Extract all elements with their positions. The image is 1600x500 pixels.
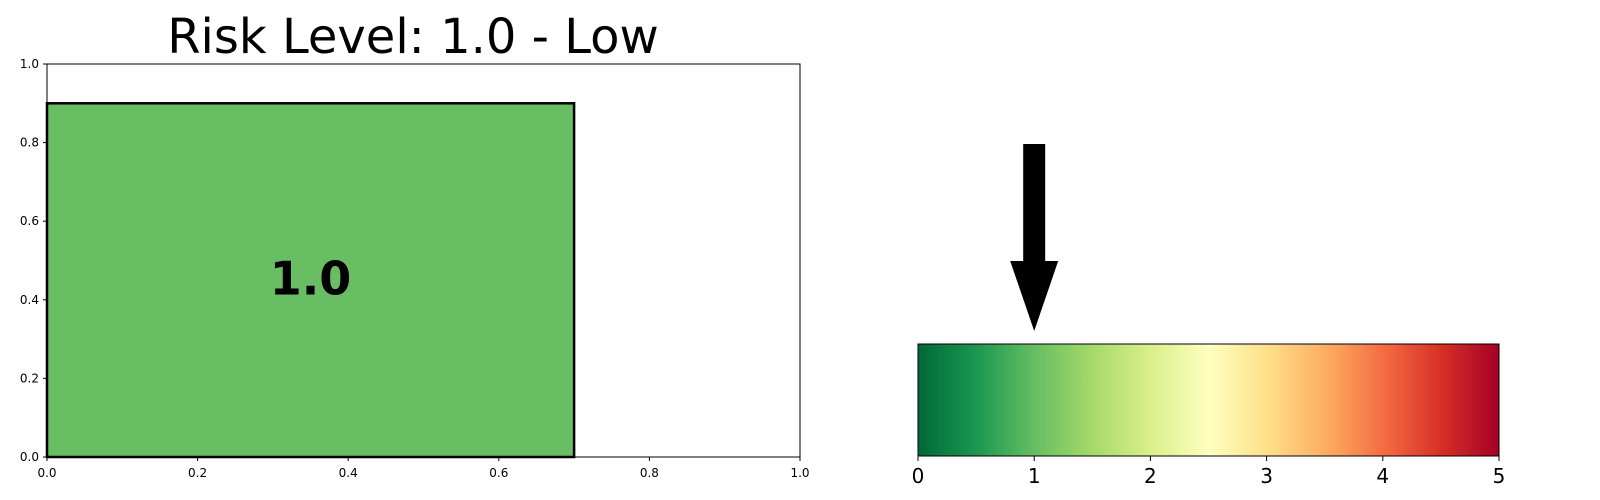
colorbar-tick-label: 4 — [1376, 464, 1389, 488]
y-axis: 0.0 0.2 0.4 0.6 0.8 1.0 — [20, 57, 47, 464]
colorbar-tick-label: 2 — [1144, 464, 1157, 488]
risk-bar-label: 1.0 — [270, 252, 352, 306]
y-tick-label: 0.8 — [20, 136, 39, 150]
chart-title: Risk Level: 1.0 - Low — [167, 9, 659, 65]
right-panel: 0 1 2 3 4 5 — [912, 144, 1506, 488]
y-tick-label: 0.4 — [20, 293, 39, 307]
y-tick-label: 0.0 — [20, 450, 39, 464]
indicator-arrow-shape — [1010, 144, 1059, 331]
x-tick-label: 0.8 — [640, 466, 659, 480]
risk-bar — [45, 102, 576, 459]
colorbar-tick-label: 5 — [1493, 464, 1506, 488]
indicator-arrow-icon — [1010, 144, 1059, 331]
x-tick-label: 0.4 — [339, 466, 358, 480]
colorbar-axis: 0 1 2 3 4 5 — [912, 456, 1506, 488]
axes-frame — [46, 63, 801, 458]
x-tick-label: 1.0 — [790, 466, 809, 480]
colorbar-tick-label: 3 — [1260, 464, 1273, 488]
left-panel: Risk Level: 1.0 - Low 1.0 0.0 0.2 0.4 0.6 0.… — [20, 9, 810, 480]
y-tick-label: 1.0 — [20, 57, 39, 71]
risk-colorbar — [917, 343, 1500, 457]
x-tick-label: 0.2 — [188, 466, 207, 480]
colorbar-tick-label: 0 — [912, 464, 925, 488]
x-tick-label: 0.6 — [489, 466, 508, 480]
y-tick-label: 0.2 — [20, 371, 39, 385]
x-tick-label: 0.0 — [37, 466, 56, 480]
colorbar-tick-label: 1 — [1028, 464, 1041, 488]
x-axis: 0.0 0.2 0.4 0.6 0.8 1.0 — [37, 457, 810, 480]
y-tick-label: 0.6 — [20, 214, 39, 228]
